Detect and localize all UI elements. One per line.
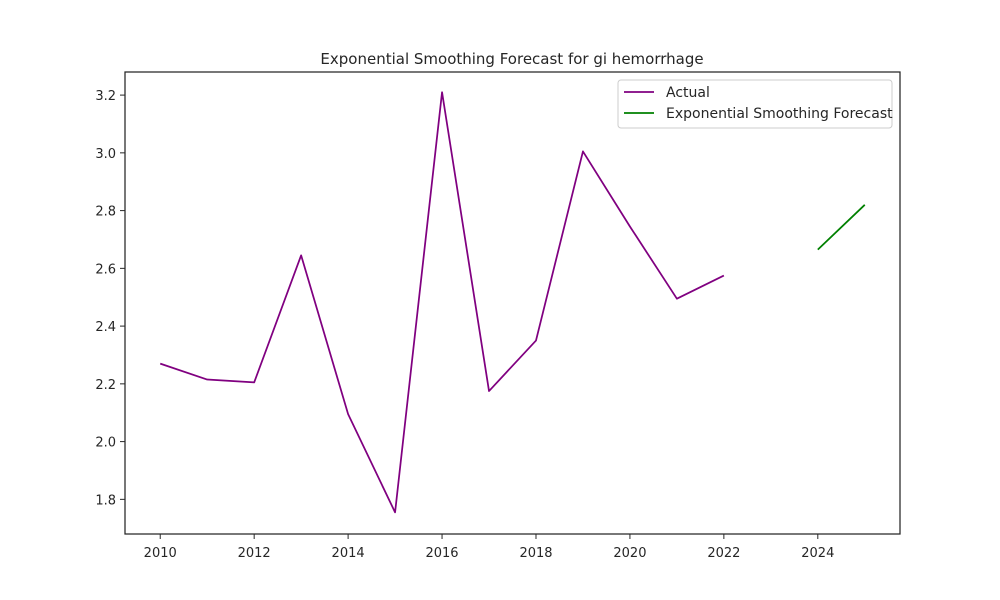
plot-frame <box>124 71 901 535</box>
y-tick-label: 2.4 <box>95 320 116 335</box>
plot-area: 2010 2012 2014 2016 2018 2020 2022 2024 1.8 2.0 2.… <box>95 89 866 561</box>
y-tick-label: 2.0 <box>95 436 116 451</box>
chart-title: Exponential Smoothing Forecast for gi he… <box>320 50 703 68</box>
series-line-forecast <box>817 204 866 251</box>
x-tick-label: 2010 <box>144 546 177 561</box>
legend-label: Exponential Smoothing Forecast <box>666 106 893 122</box>
legend: Actual Exponential Smoothing Forecast <box>617 79 893 129</box>
y-tick-label: 2.2 <box>95 378 116 393</box>
y-tick-label: 3.2 <box>95 89 116 104</box>
y-tick-label: 2.8 <box>95 205 116 220</box>
x-tick-label: 2016 <box>425 546 458 561</box>
x-tick-label: 2018 <box>519 546 552 561</box>
y-tick-label: 2.6 <box>95 262 116 277</box>
x-tick-label: 2024 <box>801 546 834 561</box>
x-tick-label: 2020 <box>613 546 646 561</box>
legend-box <box>617 79 893 129</box>
x-tick-label: 2022 <box>707 546 740 561</box>
y-tick-label: 3.0 <box>95 147 116 162</box>
y-tick-label: 1.8 <box>95 493 116 508</box>
legend-label: Actual <box>666 85 710 101</box>
series-line-actual <box>159 91 725 514</box>
x-tick-label: 2014 <box>332 546 365 561</box>
x-tick-label: 2012 <box>238 546 271 561</box>
